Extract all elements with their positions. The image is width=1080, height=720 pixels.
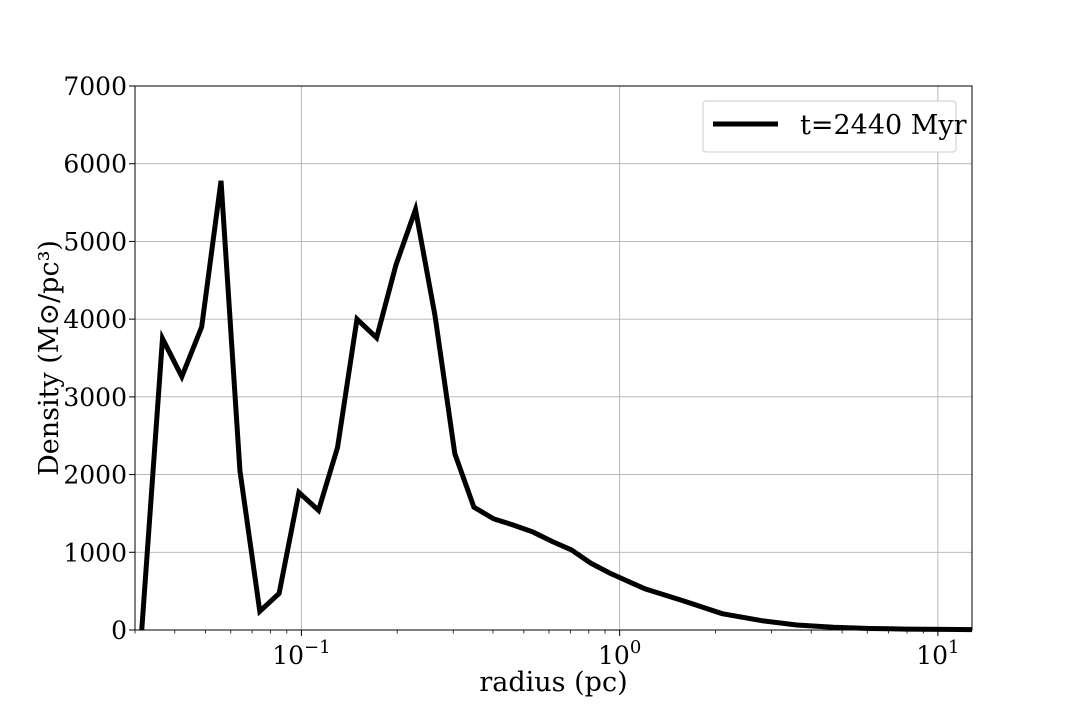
y-axis-label: Density (M⊙/pc³): [34, 240, 65, 476]
x-tick-label: 100: [598, 637, 641, 670]
y-tick-label: 4000: [63, 305, 127, 334]
legend: t=2440 Myr: [702, 100, 967, 153]
y-tick-label: 2000: [63, 461, 127, 490]
x-tick-label: 10−1: [272, 637, 330, 670]
plot-frame: [134, 85, 973, 631]
x-axis-label: radius (pc): [479, 667, 627, 698]
axis-ticks: 0 1000 2000 3000 4000 5000 6000 7000 10−1 100 101: [63, 72, 959, 670]
y-tick-label: 0: [111, 616, 127, 645]
series-line-0: [139, 180, 973, 633]
x-minor-ticks: [134, 630, 924, 634]
series-lines: [139, 180, 973, 633]
y-tick-label: 1000: [63, 538, 127, 567]
legend-entry-label: t=2440 Myr: [800, 110, 967, 141]
x-tick-label: 101: [916, 637, 959, 670]
legend-box: [702, 100, 957, 153]
grid: [135, 85, 972, 631]
y-tick-label: 5000: [63, 227, 127, 256]
y-tick-label: 7000: [63, 72, 127, 101]
y-tick-label: 6000: [63, 150, 127, 179]
y-tick-label: 3000: [63, 383, 127, 412]
